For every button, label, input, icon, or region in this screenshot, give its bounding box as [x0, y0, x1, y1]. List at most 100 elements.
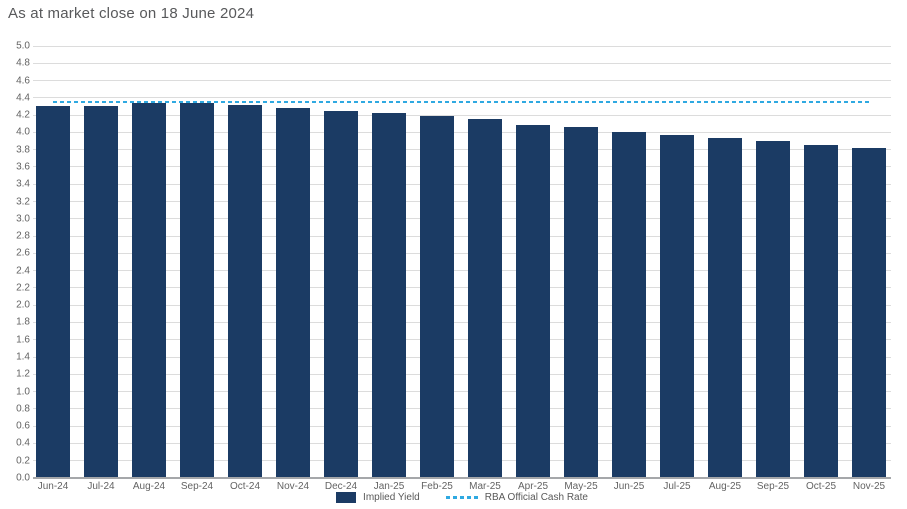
legend-label: Implied Yield	[363, 492, 420, 503]
gridline	[33, 287, 891, 289]
y-axis-tick-label: 1.8	[16, 316, 30, 328]
y-axis-tick-label: 5.0	[16, 40, 30, 52]
gridline	[33, 391, 891, 393]
legend-item-rba-official-cash-rate: RBA Official Cash Rate	[445, 492, 588, 503]
y-axis-tick-label: 1.4	[16, 351, 30, 363]
gridline	[33, 425, 891, 427]
x-axis-tick-label: Jan-25	[373, 481, 405, 492]
x-axis-tick-label: Feb-25	[421, 481, 453, 492]
implied-yield-bar	[180, 103, 214, 478]
x-axis-tick-label: Aug-24	[132, 481, 166, 492]
legend-item-implied-yield: Implied Yield	[336, 492, 420, 503]
legend-dashed-line-swatch-icon	[445, 496, 478, 499]
gridline	[33, 408, 891, 410]
gridline	[33, 45, 891, 47]
legend-bar-swatch-icon	[336, 492, 357, 503]
x-axis-tick-label: Jul-25	[663, 481, 691, 492]
gridline	[33, 252, 891, 254]
x-axis-tick-label: Nov-25	[852, 481, 886, 492]
implied-yield-bar	[612, 131, 646, 478]
gridline	[33, 114, 891, 116]
x-axis-tick-label: Oct-25	[805, 481, 837, 492]
y-axis-tick-label: 4.6	[16, 75, 30, 87]
y-axis-tick-label: 1.0	[16, 386, 30, 398]
gridline	[33, 373, 891, 375]
chart-title: As at market close on 18 June 2024	[8, 5, 255, 22]
y-axis-tick-label: 3.0	[16, 213, 30, 225]
y-axis-tick-label: 4.2	[16, 109, 30, 121]
x-axis: Jun-24 Jul-24 Aug-24 Sep-24 Oct-24 Nov-24 Dec-…	[33, 481, 891, 493]
implied-yield-bar	[804, 144, 838, 478]
x-axis-line	[33, 477, 891, 479]
x-axis-tick-label: Nov-24	[276, 481, 310, 492]
y-axis-tick-label: 1.6	[16, 334, 30, 346]
x-axis-tick-label: Dec-24	[324, 481, 358, 492]
implied-yield-bar	[132, 103, 166, 478]
x-axis-tick-label: Apr-25	[517, 481, 549, 492]
y-axis-tick-label: 1.2	[16, 368, 30, 380]
legend-label: RBA Official Cash Rate	[484, 492, 588, 503]
gridline	[33, 356, 891, 358]
x-axis-tick-label: Aug-25	[708, 481, 742, 492]
y-axis-tick-label: 0.8	[16, 403, 30, 415]
y-axis-tick-label: 0.0	[16, 472, 30, 484]
gridline	[33, 460, 891, 462]
gridline	[33, 62, 891, 64]
y-axis-tick-label: 2.8	[16, 230, 30, 242]
x-axis-tick-label: Oct-24	[229, 481, 261, 492]
implied-yield-bar	[84, 105, 118, 478]
x-axis-tick-label: Jun-25	[613, 481, 645, 492]
plot-area	[33, 45, 891, 478]
implied-yield-bar	[36, 105, 70, 478]
gridline	[33, 80, 891, 82]
y-axis-tick-label: 0.6	[16, 420, 30, 432]
x-axis-tick-label: Sep-25	[756, 481, 790, 492]
y-axis-tick-label: 2.0	[16, 299, 30, 311]
implied-yield-bar	[660, 135, 694, 478]
implied-yield-bar	[372, 113, 406, 478]
y-axis: 0.0 0.2 0.4 0.6 0.8 1.0 1.2 1.4 1.6 1.8 2.0 2.2 2.4 2…	[0, 41, 30, 484]
implied-yield-bar	[420, 115, 454, 478]
gridline	[33, 218, 891, 220]
gridline	[33, 321, 891, 323]
implied-yield-bar	[228, 104, 262, 478]
y-axis-tick-label: 3.4	[16, 178, 30, 190]
gridline	[33, 442, 891, 444]
y-axis-tick-label: 4.4	[16, 92, 30, 104]
gridline	[33, 339, 891, 341]
y-axis-tick-label: 4.0	[16, 126, 30, 138]
y-axis-tick-label: 0.4	[16, 437, 30, 449]
legend: Implied Yield RBA Official Cash Rate	[33, 492, 891, 503]
y-axis-tick-label: 2.4	[16, 265, 30, 277]
implied-yield-bar	[708, 138, 742, 478]
implied-yield-bar	[516, 124, 550, 478]
x-axis-tick-label: Jul-24	[87, 481, 115, 492]
gridline	[33, 183, 891, 185]
x-axis-tick-label: Sep-24	[180, 481, 214, 492]
y-axis-tick-label: 3.2	[16, 196, 30, 208]
implied-yield-bar	[852, 147, 886, 478]
implied-yield-bar	[468, 119, 502, 478]
y-axis-tick-label: 0.2	[16, 455, 30, 467]
implied-yield-bar	[324, 110, 358, 478]
y-axis-tick-label: 4.8	[16, 57, 30, 69]
gridline	[33, 97, 891, 99]
gridline	[33, 270, 891, 272]
y-axis-tick-label: 3.8	[16, 144, 30, 156]
gridline	[33, 235, 891, 237]
x-axis-tick-label: Jun-24	[37, 481, 69, 492]
y-axis-tick-label: 2.2	[16, 282, 30, 294]
implied-yield-bar	[564, 127, 598, 478]
y-axis-tick-label: 2.6	[16, 247, 30, 259]
gridline	[33, 149, 891, 151]
gridline	[33, 131, 891, 133]
implied-yield-bar	[276, 108, 310, 478]
y-axis-tick-label: 3.6	[16, 161, 30, 173]
gridline	[33, 201, 891, 203]
rba-cash-rate-line	[53, 101, 869, 104]
gridline	[33, 304, 891, 306]
implied-yield-bar	[756, 141, 790, 478]
x-axis-tick-label: May-25	[564, 481, 598, 492]
x-axis-tick-label: Mar-25	[469, 481, 501, 492]
gridline	[33, 166, 891, 168]
